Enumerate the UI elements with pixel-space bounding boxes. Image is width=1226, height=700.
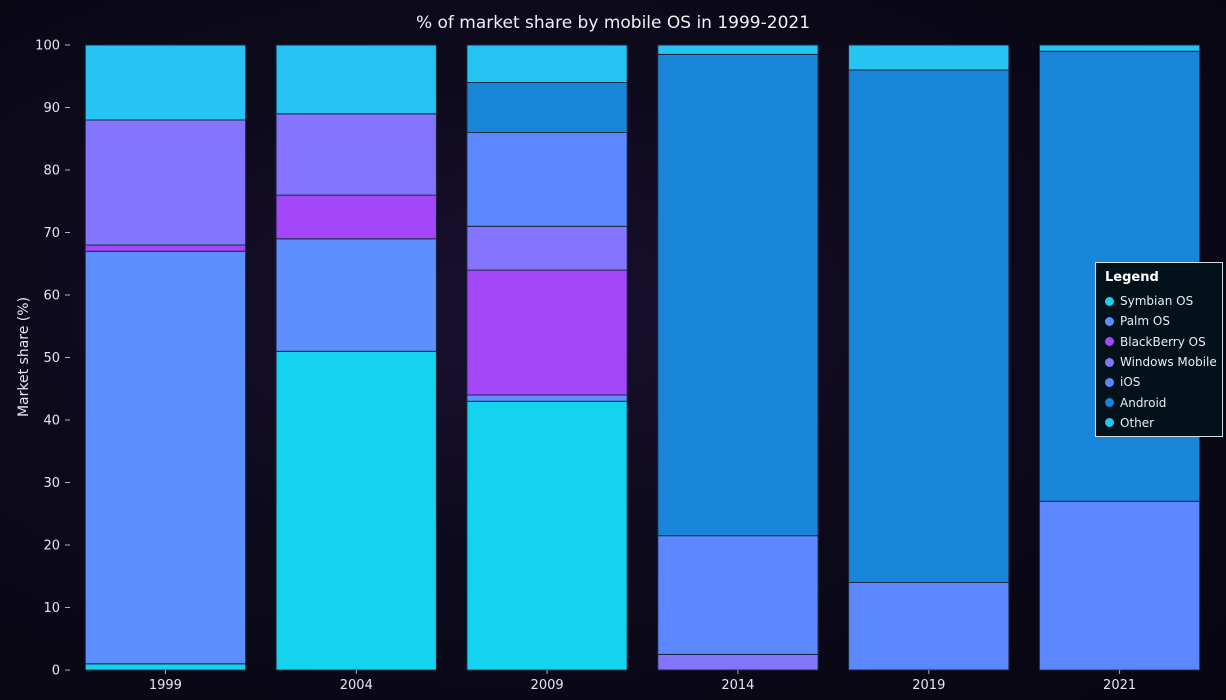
bar-segment-ios-2014	[657, 535, 819, 655]
bar-segment-blackberry-os-2009	[466, 269, 628, 396]
bar-segment-other-2009	[466, 44, 628, 83]
legend-label: Palm OS	[1120, 314, 1170, 329]
y-tick-label: 60	[43, 289, 60, 304]
bar-segment-ios-2009	[466, 132, 628, 227]
legend-items: Symbian OS Palm OS BlackBerry OS Windows Mo…	[1105, 291, 1217, 433]
legend-swatch	[1105, 296, 1114, 306]
y-axis-label: Market share (%)	[16, 297, 32, 417]
legend-label: iOS	[1120, 375, 1141, 390]
legend-item-palm-os[interactable]: Palm OS	[1105, 311, 1214, 331]
x-tick-label: 2004	[340, 678, 373, 693]
bar-segment-other-2019	[848, 44, 1010, 71]
legend-item-other[interactable]: Other	[1105, 413, 1214, 433]
bar-segment-symbian-os-2004	[275, 350, 437, 671]
bar-segment-windows-mobile-1999	[84, 119, 247, 246]
x-tick-label: 2014	[721, 678, 754, 693]
bar-segment-android-2014	[657, 53, 819, 537]
y-tick-label: 40	[43, 414, 60, 429]
bar-segment-blackberry-os-2004	[275, 194, 437, 240]
y-tick-label: 30	[43, 476, 60, 491]
legend-item-windows-mobile[interactable]: Windows Mobile	[1105, 352, 1217, 372]
x-tick-label: 2021	[1103, 678, 1136, 693]
bar-segment-other-2014	[657, 44, 819, 55]
legend-swatch	[1105, 337, 1114, 347]
y-tick-label: 10	[43, 601, 60, 616]
bar-segment-palm-os-2009	[466, 394, 628, 402]
bar-segment-windows-mobile-2004	[275, 113, 437, 196]
bar-segment-android-2019	[848, 69, 1010, 583]
bar-segment-other-2021	[1038, 44, 1201, 52]
bar-segment-android-2009	[466, 82, 628, 133]
legend-label: Windows Mobile	[1120, 355, 1217, 370]
legend-item-android[interactable]: Android	[1105, 392, 1214, 412]
legend-swatch	[1105, 398, 1114, 408]
legend-item-ios[interactable]: iOS	[1105, 372, 1214, 392]
x-tick-label: 2019	[912, 678, 945, 693]
legend: Legend Symbian OS Palm OS BlackBerry OS Win…	[1095, 262, 1223, 437]
y-tick-label: 20	[43, 539, 60, 554]
y-tick-label: 80	[43, 164, 60, 179]
legend-label: Android	[1120, 395, 1167, 410]
y-tick-label: 0	[52, 664, 60, 679]
x-tick-label: 2009	[531, 678, 564, 693]
bar-segment-ios-2019	[848, 582, 1010, 671]
legend-swatch	[1105, 357, 1114, 367]
legend-swatch	[1105, 377, 1114, 387]
bar-segment-other-2004	[275, 44, 437, 115]
y-tick-label: 70	[43, 226, 60, 241]
bar-segment-palm-os-2004	[275, 238, 437, 352]
legend-swatch	[1105, 418, 1114, 428]
legend-label: BlackBerry OS	[1120, 334, 1206, 349]
legend-item-symbian-os[interactable]: Symbian OS	[1105, 291, 1214, 311]
bar-segment-windows-mobile-2014	[657, 653, 819, 671]
bar-segment-other-1999	[84, 44, 247, 121]
axes-layer: 1999 2004 2009 2014 2019 2021 0 10 20 30 40 50 60 70 8…	[35, 39, 1215, 693]
y-tick-label: 100	[35, 39, 60, 54]
bar-segment-ios-2021	[1038, 500, 1201, 671]
bar-segment-palm-os-1999	[84, 250, 247, 665]
legend-swatch	[1105, 316, 1114, 326]
legend-label: Other	[1120, 415, 1155, 430]
y-tick-label: 90	[43, 101, 60, 116]
bar-segment-windows-mobile-2009	[466, 225, 628, 271]
legend-title: Legend	[1105, 270, 1159, 285]
chart-title: % of market share by mobile OS in 1999-2…	[416, 13, 810, 33]
x-tick-label: 1999	[149, 678, 182, 693]
bar-segment-symbian-os-2009	[466, 400, 628, 671]
bar-segment-blackberry-os-1999	[84, 244, 247, 252]
legend-item-blackberry-os[interactable]: BlackBerry OS	[1105, 332, 1214, 352]
y-tick-label: 50	[43, 351, 60, 366]
bars-layer	[84, 44, 1201, 671]
legend-label: Symbian OS	[1120, 294, 1194, 309]
